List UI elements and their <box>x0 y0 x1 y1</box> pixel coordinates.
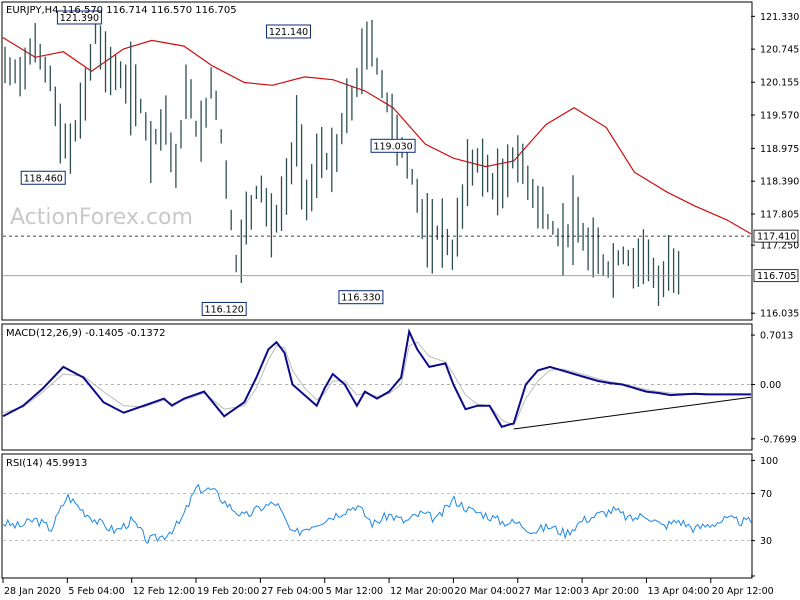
x-tick-label: 20 Mar 04:00 <box>454 586 517 597</box>
price-y-tick-label: 120.155 <box>760 78 799 89</box>
x-tick-label: 5 Mar 12:00 <box>326 586 383 597</box>
x-tick-label: 13 Apr 04:00 <box>647 586 709 597</box>
price-moving-average-group <box>2 37 752 235</box>
rsi-y-tick-label: 70 <box>760 489 772 500</box>
price-annotation-box <box>370 138 416 153</box>
price-y-tick-label: 117.805 <box>760 209 799 220</box>
rsi-title: RSI(14) 45.9913 <box>6 458 87 469</box>
price-annotation-label: 118.460 <box>24 173 63 184</box>
price-y-tick-label: 118.390 <box>760 177 799 188</box>
price-annotation-box <box>56 10 102 25</box>
price-annotation-label: 119.030 <box>373 141 412 152</box>
price-annotation-box <box>201 301 247 316</box>
rsi-y-tick-label: 100 <box>760 456 778 467</box>
price-annotations-group: 121.390 118.460 121.140 119.030 116.120 116.3… <box>20 10 416 316</box>
rsi-panel-frame <box>1 453 753 579</box>
price-y-tick-label: 118.975 <box>760 144 799 155</box>
macd-title: MACD(12,26,9) -0.1405 -0.1372 <box>6 328 166 339</box>
price-annotation-label: 116.330 <box>341 293 380 304</box>
moving-average-line <box>2 37 752 235</box>
watermark: ActionForex.com <box>10 205 193 230</box>
rsi-y-tick-label: 30 <box>760 536 772 547</box>
macd-y-tick-label: 0.7013 <box>760 331 793 342</box>
price-axis-group: 121.330 120.745 120.155 119.570 118.975 118.3… <box>3 12 799 320</box>
x-tick-label: 28 Jan 2020 <box>4 586 61 597</box>
price-annotation-label: 116.120 <box>205 304 244 315</box>
current-price-label-box <box>753 269 799 283</box>
macd-signal-line <box>2 341 751 427</box>
rsi-line <box>2 483 752 545</box>
rsi-group: 100 70 30 <box>2 456 778 577</box>
macd-main-line <box>2 328 751 428</box>
x-tick-label: 20 Apr 12:00 <box>712 586 774 597</box>
x-tick-label: 19 Feb 20:00 <box>197 586 259 597</box>
price-annotation-box <box>20 170 66 185</box>
price-y-tick-label: 121.330 <box>760 12 799 23</box>
x-tick-label: 27 Feb 04:00 <box>261 586 323 597</box>
macd-y-tick-label: 0.00 <box>760 380 781 391</box>
x-tick-label: 5 Feb 04:00 <box>68 586 124 597</box>
macd-y-tick-label: -0.7699 <box>760 434 797 445</box>
x-axis-group: 28 Jan 2020 5 Feb 04:00 12 Feb 12:00 19 Feb… <box>2 578 774 597</box>
price-annotation-label: 121.390 <box>60 13 99 24</box>
reference-price-label-box <box>753 229 799 243</box>
price-y-tick-label: 120.745 <box>760 45 799 56</box>
price-annotation-label: 121.140 <box>269 27 308 38</box>
price-annotation-box <box>266 24 312 39</box>
price-y-tick-label: 117.250 <box>760 241 799 252</box>
price-y-tick-label: 119.570 <box>760 111 799 122</box>
reference-price-label: 117.410 <box>757 232 796 243</box>
price-panel-frame <box>1 1 753 321</box>
macd-trendline <box>513 396 752 430</box>
macd-group: 0.7013 0.00 -0.7699 <box>2 328 797 445</box>
price-candles-group <box>4 19 680 306</box>
x-tick-label: 12 Feb 12:00 <box>133 586 195 597</box>
price-header: EURJPY,H4 116.570 116.714 116.570 116.70… <box>6 5 237 16</box>
price-y-tick-label: 116.035 <box>760 309 799 320</box>
x-tick-label: 27 Mar 12:00 <box>519 586 582 597</box>
x-tick-label: 3 Apr 20:00 <box>583 586 639 597</box>
current-price-label: 116.705 <box>757 271 796 282</box>
x-tick-label: 12 Mar 20:00 <box>390 586 453 597</box>
macd-panel-frame <box>1 323 753 451</box>
price-annotation-box <box>338 290 384 305</box>
